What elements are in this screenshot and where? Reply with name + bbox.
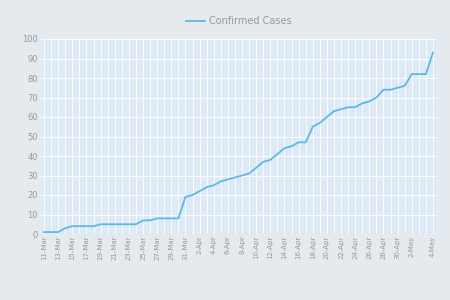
Legend: Confirmed Cases: Confirmed Cases	[182, 13, 295, 30]
